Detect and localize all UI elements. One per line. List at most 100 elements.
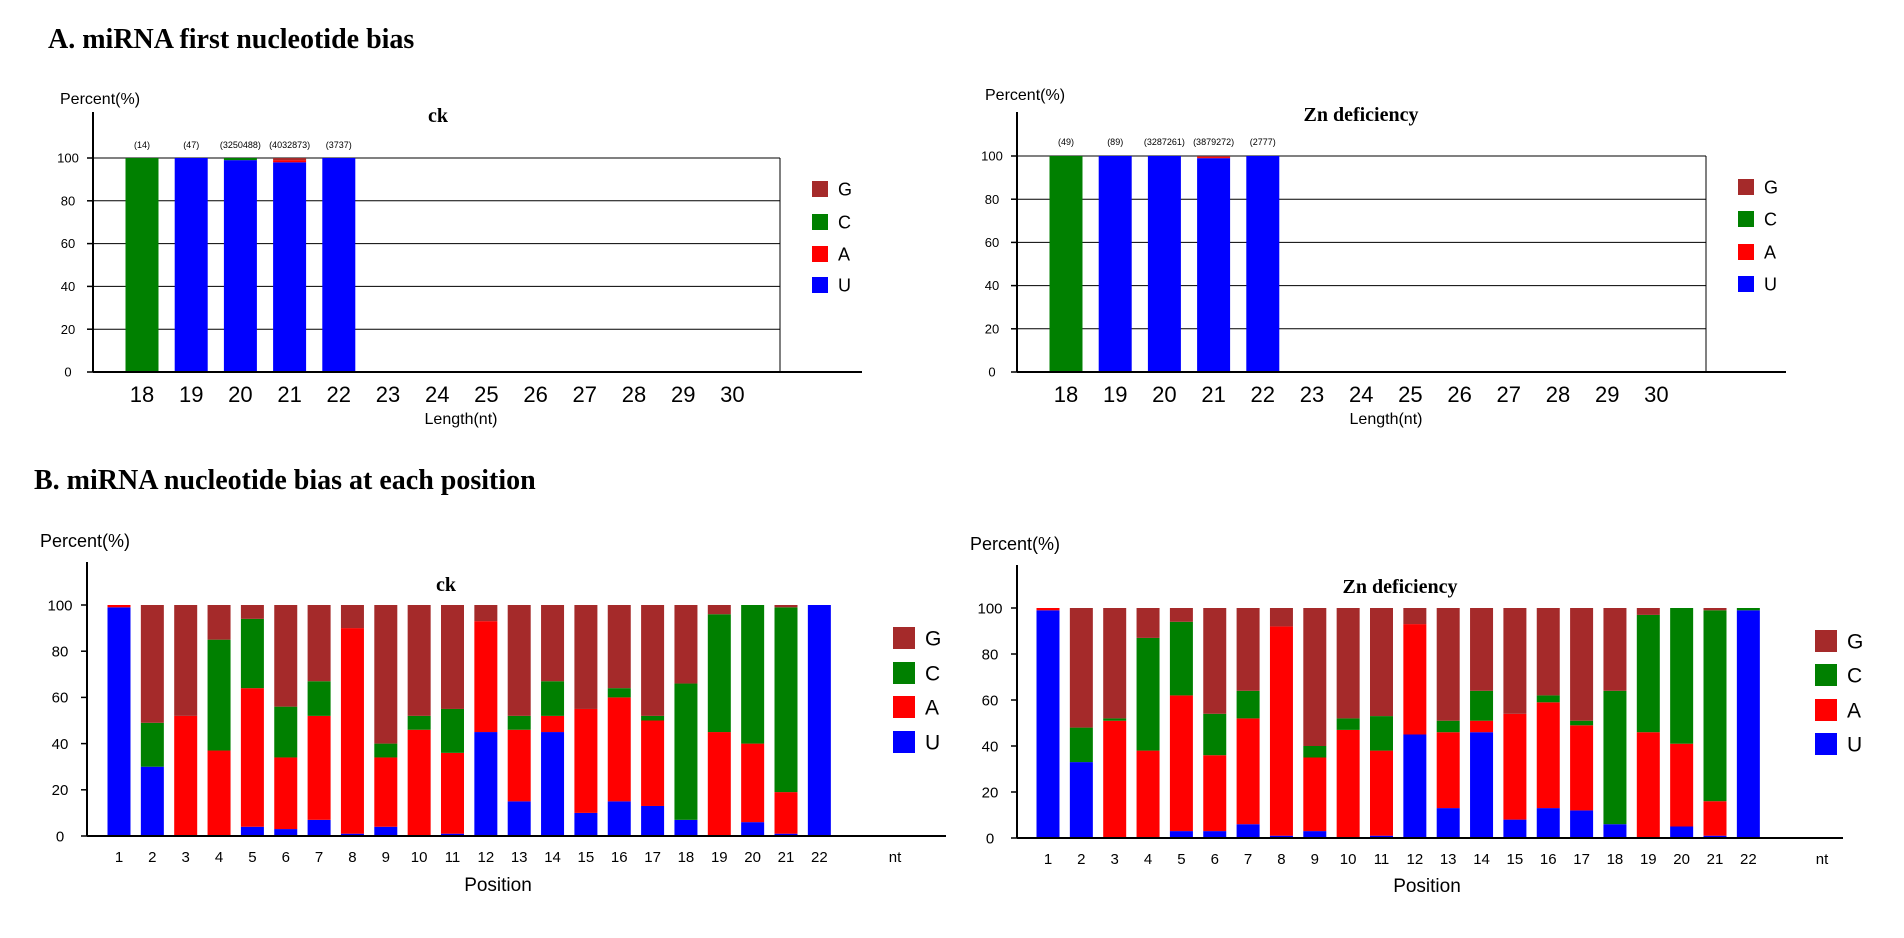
count-label: (89) (1107, 137, 1123, 147)
bar-segment-G-3 (1103, 608, 1127, 719)
x-tick-label: 14 (1473, 851, 1490, 868)
bar-segment-C-19 (1636, 614, 1660, 733)
y-tick-label: 40 (985, 278, 999, 293)
legend-label-C: C (1847, 664, 1862, 687)
x-axis-label: Length(nt) (1350, 411, 1423, 428)
legend-label-A: A (1764, 242, 1776, 262)
bar-segment-U-11 (1370, 835, 1393, 838)
bar-segment-G-18 (1603, 608, 1627, 691)
bar-segment-G-15 (574, 605, 598, 709)
bar-segment-G-6 (274, 605, 298, 707)
x-tick-label: 20 (1673, 851, 1690, 868)
bar-segment-G-4 (1136, 608, 1160, 638)
bar-segment-U-21 (1703, 835, 1727, 838)
x-tick-label: 4 (1144, 851, 1152, 868)
bar-segment-G-5 (1169, 608, 1193, 622)
legend-swatch-U (1738, 276, 1754, 292)
bar-segment-U-16 (607, 801, 631, 836)
bar-segment-U-15 (574, 812, 598, 836)
legend-swatch-C (1815, 664, 1837, 686)
legend-label-C: C (1764, 209, 1777, 229)
bar-segment-A-5 (240, 688, 264, 827)
x-tick-label: 19 (1640, 851, 1657, 868)
bar-segment-U-7 (307, 819, 331, 836)
bar-segment-A-6 (1203, 755, 1227, 832)
bar-segment-C-20 (223, 158, 257, 161)
x-tick-label: 3 (182, 849, 190, 866)
y-tick-label: 60 (61, 236, 75, 251)
x-tick-label: 19 (1103, 382, 1127, 407)
legend-label-G: G (1847, 630, 1863, 653)
bar-segment-G-12 (1403, 608, 1427, 625)
bar-segment-A-4 (207, 750, 231, 836)
bar-segment-U-19 (174, 158, 208, 372)
bar-segment-G-6 (1203, 608, 1227, 714)
bar-segment-A-9 (374, 757, 398, 827)
bar-segment-A-16 (607, 697, 631, 802)
legend-label-C: C (925, 662, 940, 685)
legend-label-U: U (1764, 274, 1777, 294)
legend-label-A: A (838, 244, 850, 264)
x-tick-label: 16 (1540, 851, 1557, 868)
legend-swatch-A (893, 696, 915, 718)
bar-segment-C-22 (1736, 608, 1760, 611)
bar-segment-U-20 (223, 160, 257, 372)
legend-swatch-C (893, 662, 915, 684)
y-tick-label: 20 (61, 322, 75, 337)
x-tick-label: 29 (671, 382, 695, 407)
bar-segment-G-19 (707, 605, 731, 615)
y-tick-label: 80 (982, 646, 999, 663)
bar-segment-U-22 (1736, 610, 1760, 838)
bar-segment-U-22 (807, 605, 831, 836)
section-a-title: A. miRNA first nucleotide bias (48, 24, 415, 55)
bar-segment-U-13 (1436, 808, 1460, 838)
bar-segment-C-2 (140, 722, 164, 767)
x-tick-label: 4 (215, 849, 223, 866)
bar-segment-A-20 (1670, 743, 1694, 827)
bar-segment-G-21 (774, 605, 798, 608)
legend-swatch-C (1738, 211, 1754, 227)
bar-segment-A-14 (541, 715, 565, 733)
x-tick-label: 21 (778, 849, 795, 866)
chart-title: Zn deficiency (1343, 576, 1458, 598)
y-tick-label: 40 (61, 279, 75, 294)
y-tick-label: 20 (985, 321, 999, 336)
x-tick-label: 15 (1507, 851, 1524, 868)
bar-segment-G-8 (340, 605, 364, 629)
bar-segment-C-14 (1470, 690, 1494, 721)
x-tick-label: 2 (1077, 851, 1085, 868)
x-tick-label: 22 (1740, 851, 1757, 868)
x-tick-label: 13 (1440, 851, 1457, 868)
bar-segment-C-3 (1103, 718, 1127, 721)
bar-segment-C-7 (1236, 690, 1260, 719)
bar-segment-U-18 (1603, 824, 1627, 838)
bar-segment-C-16 (1536, 695, 1560, 703)
bar-segment-U-5 (1169, 831, 1193, 838)
x-unit-label: nt (1816, 851, 1829, 868)
bar-segment-C-17 (1570, 720, 1594, 726)
x-tick-label: 11 (445, 849, 461, 866)
x-tick-label: 9 (1311, 851, 1319, 868)
chart-title: Zn deficiency (1304, 104, 1419, 126)
x-tick-label: 22 (327, 382, 351, 407)
x-tick-label: 1 (1044, 851, 1052, 868)
bar-segment-G-11 (441, 605, 464, 709)
y-tick-label: 100 (57, 151, 79, 166)
bar-segment-U-1 (1036, 610, 1060, 838)
bar-segment-C-18 (1603, 690, 1627, 825)
x-tick-label: 18 (130, 382, 154, 407)
bar-segment-A-21 (1703, 801, 1727, 836)
legend-swatch-G (1815, 630, 1837, 652)
y-tick-label: 80 (985, 192, 999, 207)
legend-label-U: U (1847, 733, 1862, 756)
x-tick-label: 28 (622, 382, 646, 407)
x-tick-label: 28 (1546, 382, 1570, 407)
bar-segment-C-19 (707, 614, 731, 733)
bar-segment-A-10 (407, 729, 431, 836)
x-tick-label: 13 (511, 849, 528, 866)
legend-label-G: G (838, 179, 852, 199)
bar-segment-G-15 (1503, 608, 1527, 714)
bar-segment-G-13 (507, 605, 531, 716)
bar-segment-U-21 (1197, 158, 1231, 372)
bar-segment-C-10 (1336, 718, 1360, 730)
